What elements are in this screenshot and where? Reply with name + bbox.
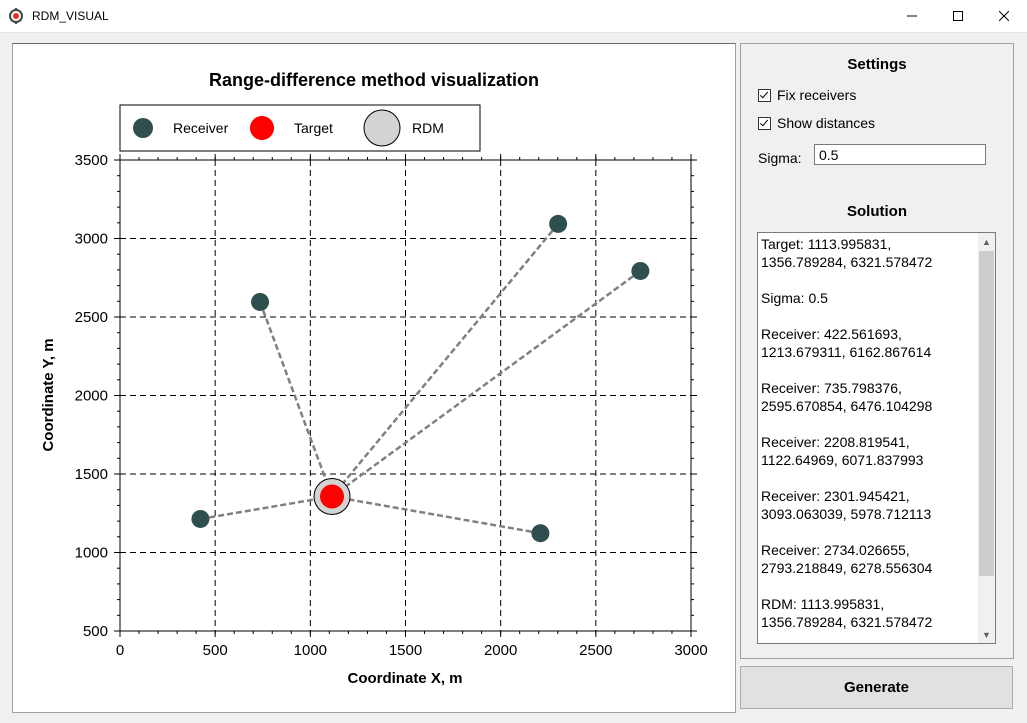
x-tick-label: 500 bbox=[203, 642, 228, 659]
show-distances-label: Show distances bbox=[777, 115, 876, 131]
y-tick-label: 1000 bbox=[75, 545, 108, 562]
x-tick-label: 2000 bbox=[484, 642, 517, 659]
chart-title: Range-difference method visualization bbox=[209, 70, 539, 90]
plot-frame bbox=[119, 159, 692, 632]
distance-line bbox=[200, 495, 333, 521]
legend-label-target: Target bbox=[294, 120, 333, 136]
receiver-point bbox=[191, 509, 210, 528]
receiver-point bbox=[549, 214, 568, 233]
legend-label-receiver: Receiver bbox=[173, 120, 229, 136]
title-bar: RDM_VISUAL bbox=[0, 0, 1027, 33]
x-tick-label: 1000 bbox=[294, 642, 327, 659]
show-distances-checkbox[interactable]: Show distances bbox=[758, 115, 875, 131]
legend-marker-target bbox=[250, 116, 274, 140]
y-tick-label: 500 bbox=[83, 623, 108, 640]
solution-title: Solution bbox=[847, 203, 907, 220]
x-axis-label: Coordinate X, m bbox=[347, 670, 462, 687]
distance-line bbox=[258, 301, 334, 497]
legend-marker-receiver bbox=[133, 118, 153, 138]
app-icon bbox=[9, 8, 23, 24]
y-axis-label: Coordinate Y, m bbox=[40, 338, 57, 451]
distance-line bbox=[331, 269, 642, 498]
solution-text: Target: 1113.995831, 1356.789284, 6321.5… bbox=[761, 236, 933, 630]
sigma-input[interactable] bbox=[814, 144, 986, 165]
y-tick-label: 3500 bbox=[75, 152, 108, 169]
legend-marker-rdm bbox=[363, 109, 401, 147]
distance-line bbox=[331, 223, 560, 498]
maximize-icon bbox=[953, 11, 963, 21]
scroll-thumb[interactable] bbox=[979, 251, 994, 576]
fix-receivers-label: Fix receivers bbox=[777, 87, 857, 103]
y-tick-label: 3000 bbox=[75, 231, 108, 248]
fix-receivers-checkbox[interactable]: Fix receivers bbox=[758, 87, 856, 103]
x-tick-label: 3000 bbox=[674, 642, 707, 659]
checkbox-checked-icon[interactable] bbox=[758, 88, 771, 102]
settings-title: Settings bbox=[847, 56, 907, 73]
generate-button[interactable]: Generate bbox=[740, 666, 1013, 709]
rdm-chart: Range-difference method visualization Re… bbox=[40, 70, 708, 687]
x-tick-label: 0 bbox=[116, 642, 124, 659]
x-tick-label: 2500 bbox=[579, 642, 612, 659]
distance-line bbox=[331, 495, 541, 535]
minimize-button[interactable] bbox=[889, 0, 935, 32]
window-title: RDM_VISUAL bbox=[32, 9, 109, 23]
chart-legend: Receiver Target RDM bbox=[119, 104, 481, 152]
right-panel: Settings Fix receivers Show distances Si… bbox=[740, 43, 1014, 659]
sigma-label: Sigma: bbox=[758, 150, 802, 166]
y-tick-label: 1500 bbox=[75, 466, 108, 483]
solution-scrollbar[interactable]: ▲ ▼ bbox=[978, 233, 995, 643]
receiver-point bbox=[251, 292, 270, 311]
scroll-up-arrow-icon[interactable]: ▲ bbox=[982, 236, 991, 247]
receiver-point bbox=[531, 524, 550, 543]
checkbox-checked-icon[interactable] bbox=[758, 116, 771, 130]
scroll-down-arrow-icon[interactable]: ▼ bbox=[982, 629, 991, 640]
maximize-button[interactable] bbox=[935, 0, 981, 32]
close-icon bbox=[999, 11, 1009, 21]
solution-textbox[interactable]: Target: 1113.995831, 1356.789284, 6321.5… bbox=[757, 232, 996, 644]
target-point bbox=[320, 484, 345, 509]
plot-panel: Range-difference method visualization Re… bbox=[12, 43, 736, 713]
minimize-icon bbox=[907, 15, 917, 17]
legend-label-rdm: RDM bbox=[412, 120, 444, 136]
y-tick-label: 2500 bbox=[75, 309, 108, 326]
y-tick-label: 2000 bbox=[75, 388, 108, 405]
close-button[interactable] bbox=[981, 0, 1027, 32]
x-tick-label: 1500 bbox=[389, 642, 422, 659]
receiver-point bbox=[631, 261, 650, 280]
